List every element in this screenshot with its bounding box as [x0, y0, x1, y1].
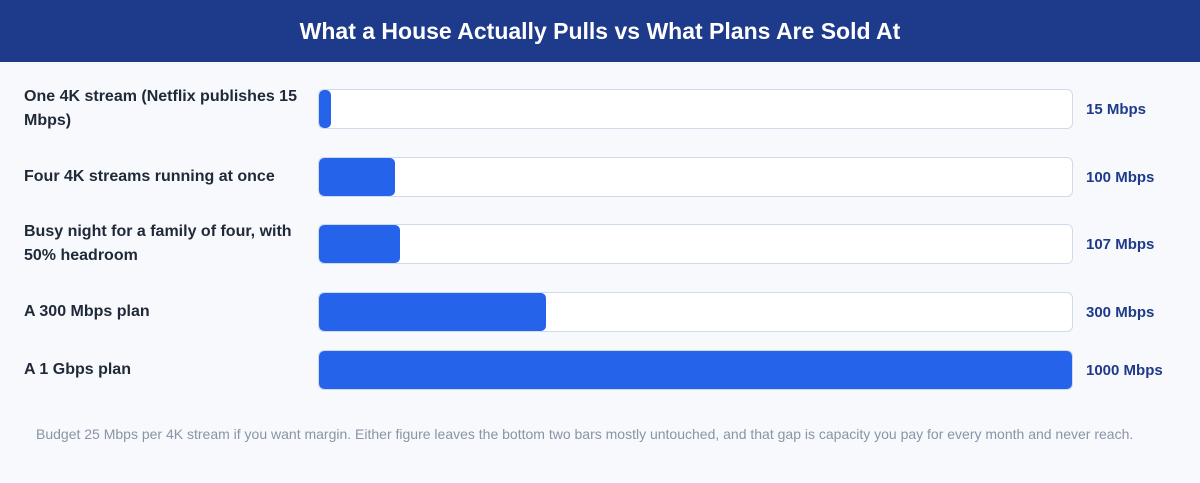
bar-label: A 1 Gbps plan — [24, 361, 131, 378]
bar — [319, 225, 400, 263]
bar-track — [318, 89, 1073, 129]
bar-track — [318, 224, 1073, 264]
bar — [319, 351, 1072, 389]
bar-value-label: 15 Mbps — [1086, 100, 1147, 118]
bar-track — [318, 292, 1073, 332]
bar-value-label: 300 Mbps — [1086, 303, 1155, 321]
bar-value-label: 100 Mbps — [1086, 168, 1155, 186]
bar-value-label: 107 Mbps — [1086, 235, 1155, 253]
bar-track — [318, 350, 1073, 390]
bar-label: One 4K stream (Netflix publishes 15 Mbps… — [24, 88, 297, 129]
bar — [319, 90, 331, 128]
footnote: Budget 25 Mbps per 4K stream if you want… — [36, 426, 1134, 442]
bar-value-label: 1000 Mbps — [1086, 361, 1163, 379]
chart-title: What a House Actually Pulls vs What Plan… — [299, 17, 901, 44]
bar — [319, 293, 546, 331]
bar-label: A 300 Mbps plan — [24, 303, 150, 320]
bar — [319, 158, 395, 196]
bar-track — [318, 157, 1073, 197]
bar-label: Four 4K streams running at once — [24, 168, 275, 185]
bar-label: Busy night for a family of four, with 50… — [24, 223, 292, 264]
chart-header: What a House Actually Pulls vs What Plan… — [0, 0, 1200, 62]
